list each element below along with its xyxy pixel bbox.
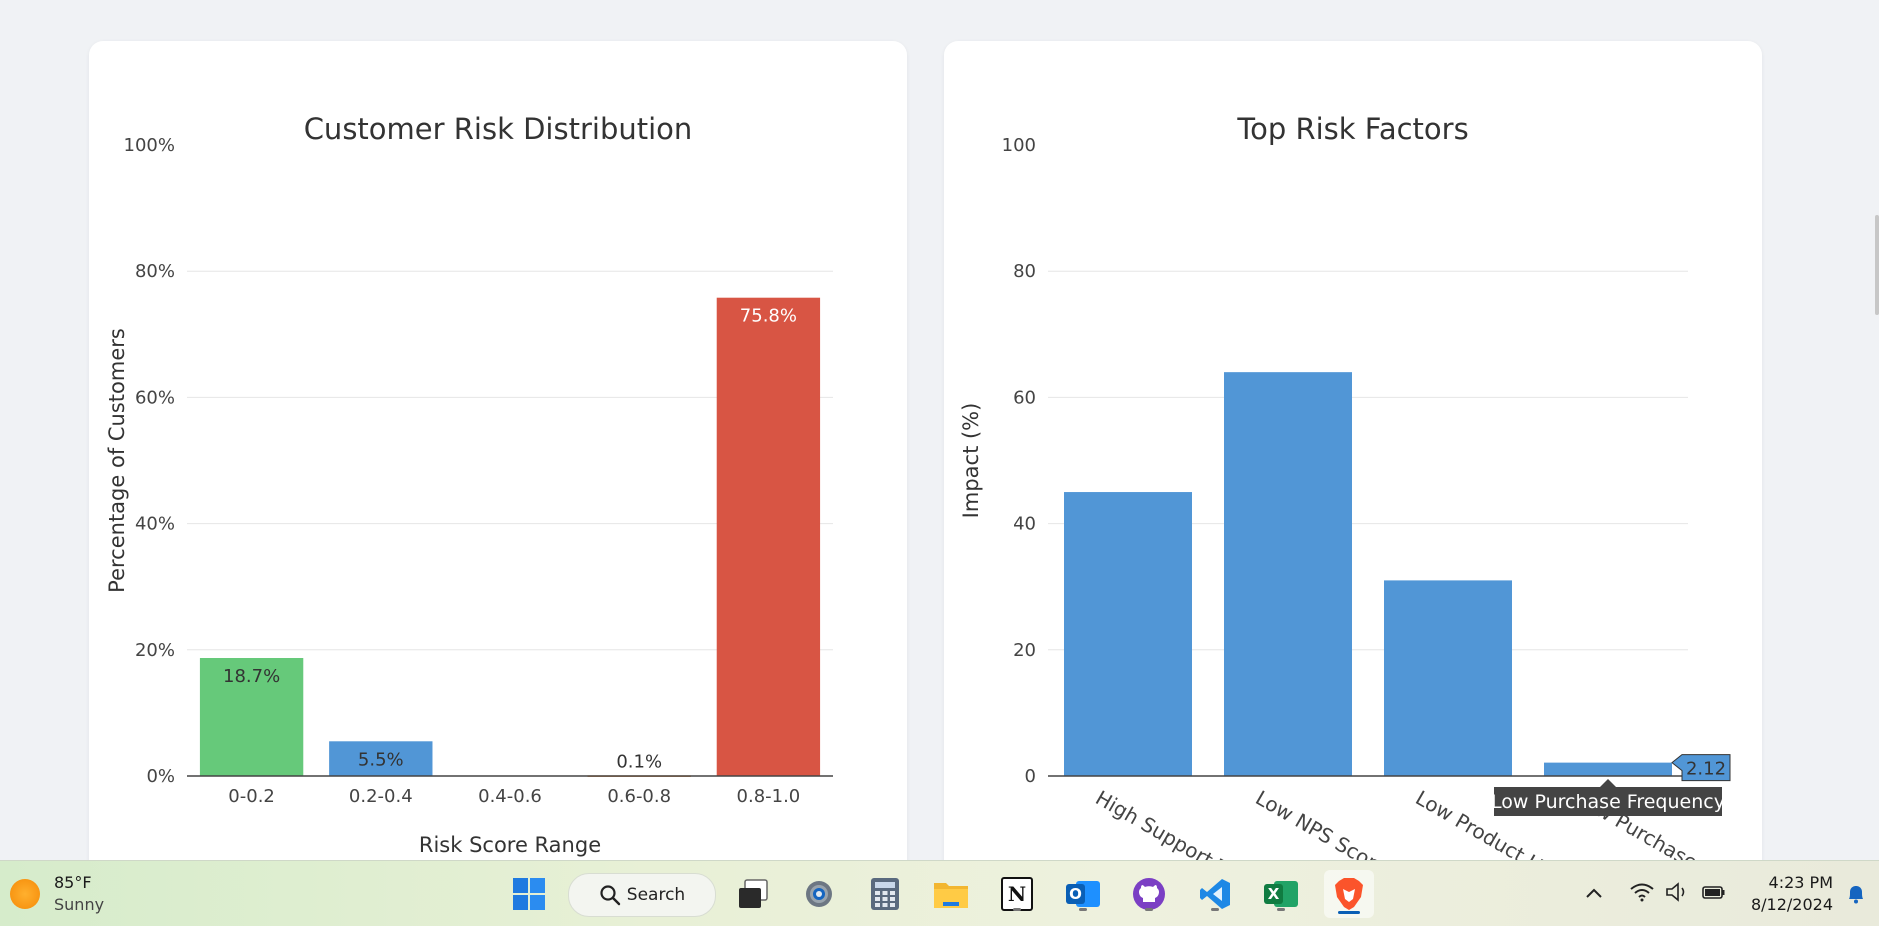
risk-distribution-card: Customer Risk Distribution 0% 20% 40% 60% 80%…: [89, 41, 907, 881]
bar-label: 0.1%: [616, 751, 662, 772]
x-tick-label: 0-0.2: [228, 786, 275, 807]
battery-icon[interactable]: [1701, 882, 1727, 906]
notification-bell-icon[interactable]: [1845, 883, 1867, 909]
weather-widget[interactable]: 85°F Sunny: [10, 873, 105, 914]
chevron-up-icon[interactable]: [1585, 884, 1603, 903]
y-tick-label: 60%: [135, 387, 175, 408]
vscode-icon[interactable]: [1194, 873, 1236, 915]
y-tick-label: 100: [1002, 135, 1036, 156]
x-tick-label: 0.4-0.6: [478, 786, 542, 807]
outlook-icon[interactable]: O: [1062, 873, 1104, 915]
taskbar: 85°F Sunny Search N: [0, 860, 1879, 926]
bar: [716, 297, 821, 776]
sun-icon: [10, 879, 40, 909]
search-label: Search: [626, 885, 686, 905]
y-tick-label: 40: [1013, 514, 1036, 535]
weather-desc: Sunny: [54, 895, 105, 914]
y-tick-label: 80%: [135, 261, 175, 282]
wifi-icon[interactable]: [1629, 882, 1655, 906]
y-tick-label: 80: [1013, 261, 1036, 282]
bar: [1064, 492, 1192, 776]
search-icon: [600, 885, 620, 906]
notion-icon[interactable]: N: [996, 873, 1038, 915]
clock-date: 8/12/2024: [1750, 895, 1833, 914]
github-icon[interactable]: [1128, 873, 1170, 915]
system-tray: [1585, 861, 1727, 926]
bar-label: 75.8%: [740, 306, 797, 327]
hover-value-label: 2.12: [1686, 759, 1726, 780]
bar: [1384, 580, 1512, 776]
bar: [1544, 762, 1672, 776]
hover-pointer: [1600, 779, 1616, 787]
x-tick-label: 0.2-0.4: [349, 786, 413, 807]
y-tick-label: 20%: [135, 640, 175, 661]
bar: [329, 741, 433, 776]
chart-title: Top Risk Factors: [1236, 112, 1468, 146]
x-tick-label: 0.6-0.8: [607, 786, 671, 807]
excel-letter: X: [1264, 884, 1283, 904]
bar: [1224, 372, 1352, 776]
weather-temp: 85°F: [54, 873, 92, 892]
excel-icon[interactable]: X: [1260, 873, 1302, 915]
bar-label: 5.5%: [358, 749, 404, 770]
settings-icon[interactable]: [798, 873, 840, 915]
y-tick-label: 0: [1025, 766, 1036, 787]
risk-factors-card: Top Risk Factors 0 20 40 60 80 100 Impact (%) Hi…: [944, 41, 1797, 926]
hover-value-box: [1671, 754, 1731, 782]
start-icon[interactable]: [508, 873, 550, 915]
y-tick-label: 40%: [135, 514, 175, 535]
x-tick-label: 0.8-1.0: [737, 786, 801, 807]
y-tick-label: 20: [1013, 640, 1036, 661]
outlook-letter: O: [1066, 884, 1085, 904]
calculator-icon[interactable]: [864, 873, 906, 915]
notion-letter: N: [1001, 877, 1033, 911]
bar: [199, 658, 304, 776]
brave-icon[interactable]: [1324, 870, 1374, 918]
task-view-icon[interactable]: [732, 873, 774, 915]
x-axis-title: Risk Score Range: [419, 833, 601, 857]
bar-label: 18.7%: [223, 666, 280, 687]
hover-category-label: Low Purchase Frequency: [1491, 791, 1725, 813]
file-explorer-icon[interactable]: [930, 873, 972, 915]
chart-title: Customer Risk Distribution: [304, 112, 693, 146]
y-axis-title: Percentage of Customers: [105, 328, 129, 593]
taskbar-search[interactable]: Search: [568, 873, 716, 917]
y-tick-label: 60: [1013, 387, 1036, 408]
y-axis-title: Impact (%): [959, 403, 983, 519]
clock-time: 4:23 PM: [1768, 873, 1833, 892]
risk-distribution-chart: Customer Risk Distribution 0% 20% 40% 60% 80%…: [105, 112, 833, 857]
taskbar-clock[interactable]: 4:23 PM 8/12/2024: [1751, 872, 1833, 916]
volume-icon[interactable]: [1665, 881, 1691, 906]
y-tick-label: 0%: [146, 766, 175, 787]
page-scrollbar[interactable]: [1875, 215, 1879, 315]
y-tick-label: 100%: [124, 135, 175, 156]
hover-category-box: [1494, 787, 1722, 816]
